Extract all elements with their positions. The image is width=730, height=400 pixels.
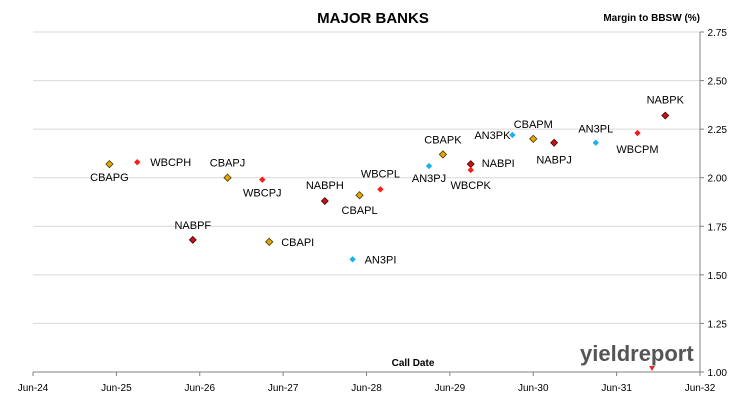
data-label-an3pk: AN3PK (474, 130, 511, 142)
data-label-nabpi: NABPI (482, 158, 515, 170)
x-tick-label: Jun-25 (101, 383, 132, 394)
data-label-wbcpl: WBCPL (361, 168, 400, 180)
data-label-cbapk: CBAPK (424, 134, 462, 146)
gridlines (33, 31, 700, 324)
data-point-nabpk (661, 111, 670, 120)
y-tick-label: 2.00 (708, 174, 728, 185)
x-tick-label: Jun-32 (685, 383, 716, 394)
x-tick-label: Jun-29 (435, 383, 466, 394)
x-tick-label: Jun-26 (184, 383, 215, 394)
x-axis-title: Call Date (392, 358, 435, 369)
data-label-nabpf: NABPF (174, 220, 211, 232)
y-tick-labels: 1.00 1.25 1.50 1.75 2.00 2.25 2.50 2.75 (700, 28, 727, 379)
data-label-cbapj: CBAPJ (210, 158, 245, 170)
data-point-cbapl (355, 191, 364, 200)
y-tick-label: 1.00 (708, 368, 728, 379)
y-tick-label: 2.25 (708, 125, 728, 136)
data-label-cbapm: CBAPM (514, 119, 553, 131)
x-tick-label: Jun-31 (601, 383, 632, 394)
data-point-cbapj (223, 173, 232, 182)
y-tick-label: 1.75 (708, 222, 728, 233)
brand-logo: yieldreport (580, 341, 694, 371)
data-point-an3pk (509, 131, 516, 139)
data-label-wbcpk: WBCPK (451, 180, 492, 192)
y-tick-label: 2.75 (708, 28, 728, 39)
data-points (105, 111, 670, 263)
y-tick-label: 2.50 (708, 77, 728, 88)
x-tick-labels: Jun-24 Jun-25 Jun-26 Jun-27 Jun-28 Jun-29 Jun-… (18, 372, 716, 394)
y-axis-title: Margin to BBSW (%) (603, 13, 700, 24)
data-point-cbapk (438, 150, 448, 159)
data-point-wbcpl (377, 186, 384, 193)
data-label-an3pj: AN3PJ (412, 173, 446, 185)
data-point-nabpj (550, 138, 559, 147)
y-tick-label: 1.50 (708, 271, 728, 282)
data-point-nabph (320, 197, 329, 205)
x-tick-label: Jun-24 (18, 383, 49, 394)
data-point-cbapm (529, 134, 538, 144)
brand-logo-marker (649, 366, 655, 371)
point-labels: CBAPG WBCPH NABPF CBAPJ WBCPJ CBAPI NABPH AN3PI… (90, 95, 684, 267)
data-point-an3pl (592, 139, 599, 146)
data-label-an3pl: AN3PL (578, 124, 613, 136)
data-point-cbapi (265, 237, 274, 246)
data-label-wbcph: WBCPH (150, 157, 191, 169)
data-label-nabpk: NABPK (647, 95, 685, 107)
data-point-wbcpm (634, 129, 641, 137)
data-label-cbapg: CBAPG (90, 172, 129, 184)
x-tick-label: Jun-28 (351, 383, 382, 394)
brand-logo-text: yieldreport (580, 341, 694, 366)
data-point-cbapg (105, 159, 114, 169)
data-label-cbapi: CBAPI (281, 237, 314, 249)
x-tick-label: Jun-27 (268, 383, 299, 394)
x-tick-label: Jun-30 (518, 383, 549, 394)
y-tick-label: 1.25 (708, 319, 728, 330)
chart-title: MAJOR BANKS (317, 10, 429, 27)
data-label-wbcpj: WBCPJ (243, 188, 282, 200)
data-label-an3pi: AN3PI (365, 254, 397, 266)
data-point-an3pj (425, 162, 433, 170)
data-point-wbcph (134, 159, 141, 166)
data-point-wbcpk (467, 166, 474, 174)
data-point-wbcpj (259, 176, 266, 183)
data-label-wbcpm: WBCPM (616, 144, 658, 156)
data-label-nabpj: NABPJ (536, 155, 571, 167)
data-point-an3pi (349, 256, 356, 263)
data-point-nabpf (188, 235, 197, 244)
data-label-cbapl: CBAPL (342, 205, 378, 217)
data-label-nabph: NABPH (306, 180, 344, 192)
